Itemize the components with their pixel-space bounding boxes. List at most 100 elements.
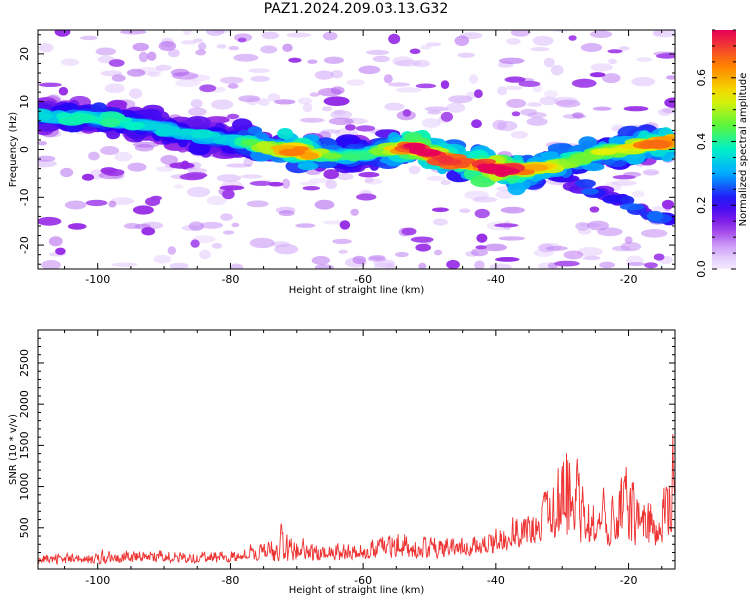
spectrogram-cell [383, 74, 393, 84]
spectrogram-cell [295, 223, 316, 228]
y-tick-label: 10 [18, 95, 31, 109]
spectrogram-cell [459, 208, 471, 213]
spectrogram-cell [111, 74, 126, 82]
x-axis-label: Height of straight line (km) [289, 285, 425, 296]
spectrogram-cell [38, 216, 62, 226]
spectrogram-cell [403, 142, 426, 149]
spectrogram-cell [661, 199, 675, 210]
spectrogram-cell [274, 244, 299, 255]
spectrogram-cell [222, 230, 235, 235]
spectrogram-cell [54, 30, 71, 37]
spectrogram-cell [653, 253, 665, 261]
colorbar-tick-label: 0.2 [695, 197, 708, 215]
spectrogram-cell [384, 102, 405, 111]
spectrogram-cell [420, 44, 432, 50]
spectrogram-cell [507, 181, 526, 196]
spectrogram-cell [309, 178, 332, 184]
spectrogram-cell [220, 213, 234, 221]
spectrogram-cell [356, 193, 377, 201]
y-axis-label: SNR (10 * v/v) [8, 414, 19, 485]
spectrogram-cell [126, 68, 146, 77]
spectrogram-cell [437, 155, 454, 164]
spectrogram-cell [338, 153, 356, 160]
spectrogram-cell [544, 90, 559, 98]
spectrogram-cell [415, 83, 437, 89]
spectrogram-cell [189, 129, 215, 139]
y-tick-label: 1500 [18, 431, 31, 459]
spectrogram-cell [168, 48, 180, 58]
spectrogram-cell [55, 247, 66, 255]
spectrogram-cell [231, 222, 240, 228]
spectrogram-cell [81, 173, 95, 181]
spectrogram-cell [328, 117, 354, 126]
spectrogram-cell [352, 255, 367, 265]
spectrogram-cell [388, 33, 401, 45]
spectrogram-cell [471, 119, 482, 129]
spectrogram-cell [120, 30, 147, 35]
spectrogram-cell [432, 218, 448, 226]
spectrogram-cell [545, 245, 568, 251]
spectrogram-cell [323, 96, 350, 106]
snr-series [38, 433, 675, 566]
spectrogram-cell [129, 88, 143, 99]
snr-frame [37, 329, 676, 570]
spectrogram-cell [297, 162, 319, 171]
spectrogram-cell [624, 236, 633, 244]
spectrogram-cell [572, 112, 584, 119]
y-tick-label: -20 [18, 236, 31, 254]
spectrogram-cell [619, 203, 645, 211]
spectrogram-cell [590, 148, 616, 156]
spectrogram-cell [261, 31, 280, 40]
spectrogram-cell [641, 229, 668, 238]
spectrogram-cell [520, 108, 538, 116]
spectrogram-cell [409, 48, 421, 55]
spectrogram-cell [370, 147, 386, 156]
snr-line [38, 433, 675, 566]
spectrogram-cell [110, 197, 135, 205]
spectrogram-cell [626, 262, 646, 267]
chart-title: PAZ1.2024.209.03.13.G32 [263, 1, 449, 17]
spectrogram-cell [180, 160, 190, 170]
spectrogram-cell [48, 236, 63, 247]
x-tick-label: -100 [85, 574, 110, 587]
spectrogram-cell [510, 30, 531, 37]
spectrogram-cell [497, 86, 508, 96]
spectrogram-y-axis: 20 10 0 -10 -20 Frequency (Hz) [8, 34, 675, 265]
spectrogram-cell [410, 236, 434, 243]
spectrogram-cell [307, 59, 318, 64]
spectrogram-cell [350, 208, 359, 216]
spectrogram-cell [602, 194, 625, 204]
spectrogram-cell [636, 57, 653, 62]
spectrogram-cell [336, 172, 354, 181]
spectrogram-cell [457, 52, 475, 58]
y-axis-label: Frequency (Hz) [8, 112, 19, 188]
spectrogram-cell [91, 102, 108, 115]
spectrogram-cell [199, 249, 211, 260]
spectrogram-cell [38, 159, 57, 168]
spectrogram-cell [333, 109, 346, 116]
spectrogram-cell [489, 263, 512, 269]
y-tick-label: 500 [18, 517, 31, 538]
spectrogram-cell [229, 263, 244, 269]
spectrogram-cell [505, 85, 523, 90]
spectrogram-cell [154, 127, 171, 137]
spectrogram-cell [111, 262, 138, 267]
spectrogram-cell [299, 152, 319, 160]
spectrogram-cell [578, 136, 598, 149]
spectrogram-cell [590, 30, 613, 38]
spectrogram-cell [95, 47, 117, 56]
spectrogram-cell [652, 206, 664, 212]
spectrogram-cell [133, 141, 160, 148]
spectrogram-cell [297, 97, 313, 105]
spectrogram-cell [302, 186, 320, 191]
spectrogram-cell [387, 82, 411, 87]
spectrogram-cell [518, 80, 541, 87]
spectrogram-cell [286, 32, 312, 38]
spectrogram-cell [527, 102, 542, 107]
spectrogram-cell [67, 223, 87, 230]
spectrogram-cell [526, 117, 548, 126]
colorbar-tick-label: 0.4 [695, 133, 708, 151]
spectrogram-cell [454, 35, 470, 46]
spectrogram-cell [188, 107, 207, 116]
